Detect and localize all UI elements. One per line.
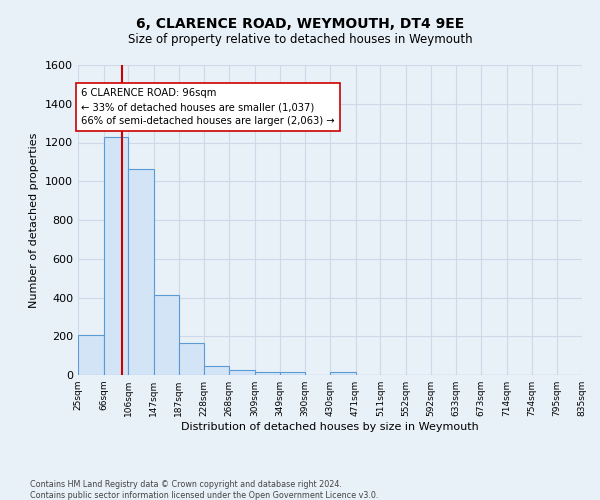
Bar	[280, 372, 305, 375]
Text: Size of property relative to detached houses in Weymouth: Size of property relative to detached ho…	[128, 32, 472, 46]
X-axis label: Distribution of detached houses by size in Weymouth: Distribution of detached houses by size …	[181, 422, 479, 432]
Bar	[154, 294, 179, 375]
Bar	[104, 136, 128, 375]
Y-axis label: Number of detached properties: Number of detached properties	[29, 132, 40, 308]
Bar	[330, 372, 356, 375]
Bar	[205, 366, 229, 375]
Text: Contains HM Land Registry data © Crown copyright and database right 2024.
Contai: Contains HM Land Registry data © Crown c…	[30, 480, 379, 500]
Bar	[78, 336, 104, 375]
Bar	[128, 168, 154, 375]
Text: 6, CLARENCE ROAD, WEYMOUTH, DT4 9EE: 6, CLARENCE ROAD, WEYMOUTH, DT4 9EE	[136, 18, 464, 32]
Bar	[179, 343, 205, 375]
Text: 6 CLARENCE ROAD: 96sqm
← 33% of detached houses are smaller (1,037)
66% of semi-: 6 CLARENCE ROAD: 96sqm ← 33% of detached…	[81, 88, 335, 126]
Bar	[229, 370, 255, 375]
Bar	[255, 372, 280, 375]
